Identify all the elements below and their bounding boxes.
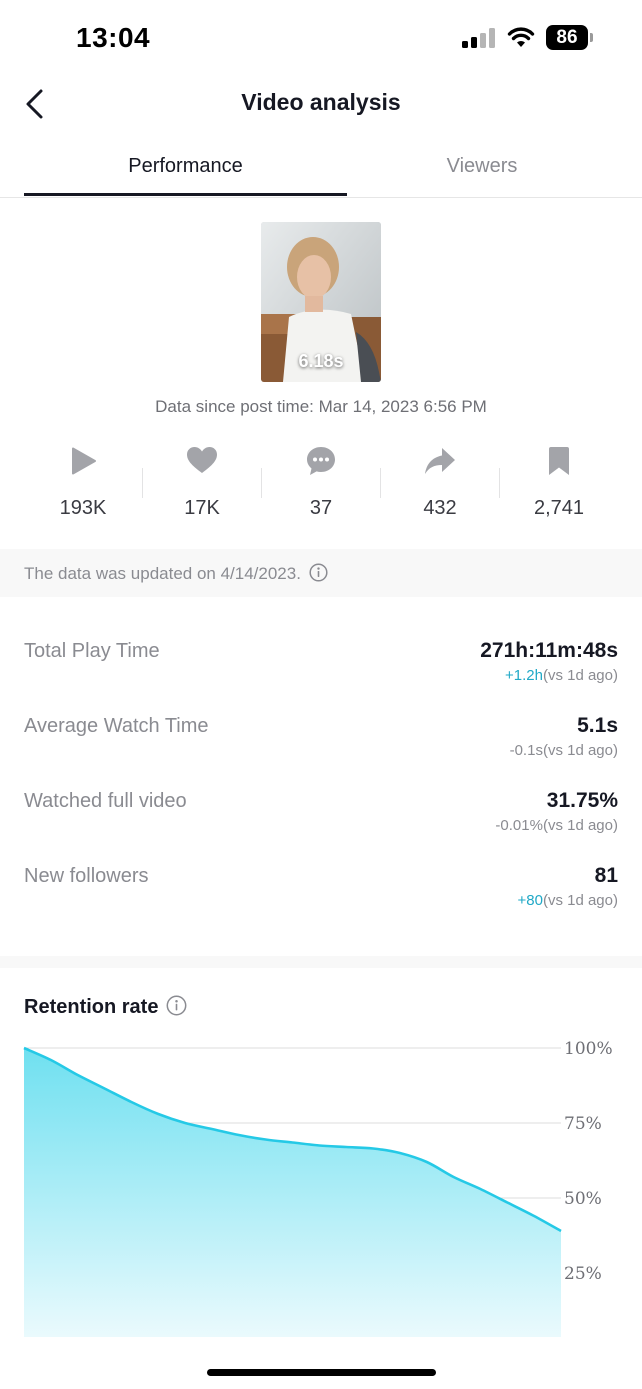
thumbnail-image (261, 222, 381, 382)
info-icon[interactable] (309, 563, 328, 582)
status-time: 13:04 (76, 22, 151, 53)
metric-value: 432 (423, 497, 457, 519)
comment-icon (307, 447, 335, 475)
battery-cap (590, 33, 593, 42)
battery-icon: 86 (546, 25, 594, 50)
engagement-metrics: 193K 17K 37 432 2,741 (24, 440, 618, 530)
play-icon (72, 447, 96, 475)
stat-delta: +1.2h(vs 1d ago) (505, 667, 618, 684)
video-thumbnail[interactable]: 6.18s (261, 222, 381, 382)
tab-viewers[interactable]: Viewers (446, 155, 518, 177)
video-duration: 6.18s (298, 351, 344, 371)
metric-views: 193K (24, 440, 142, 530)
delta-suffix: (vs 1d ago) (542, 742, 618, 759)
delta-suffix: (vs 1d ago) (542, 667, 618, 684)
stat-delta: -0.01%(vs 1d ago) (495, 817, 618, 834)
retention-area (24, 1048, 561, 1337)
metric-shares: 432 (381, 440, 499, 530)
stat-watched-full-video: Watched full video 31.75% -0.01%(vs 1d a… (24, 775, 618, 835)
delta-suffix: (vs 1d ago) (542, 817, 618, 834)
stat-value: 5.1s (577, 714, 618, 737)
info-icon[interactable] (166, 995, 187, 1016)
signal-icon (462, 28, 495, 48)
metric-divider (142, 468, 143, 498)
y-axis-ticks: 100% 75% 50% 25% (564, 1039, 613, 1284)
stat-label: Average Watch Time (24, 715, 209, 737)
status-bar: 13:04 86 (0, 0, 642, 78)
tab-bar: Performance Viewers (0, 140, 642, 198)
stat-label: Watched full video (24, 790, 187, 812)
y-tick-label: 75% (564, 1114, 602, 1134)
delta-value: +1.2h (504, 667, 543, 684)
stat-value: 271h:11m:48s (480, 639, 618, 662)
metric-divider (261, 468, 262, 498)
y-tick-label: 25% (564, 1264, 602, 1284)
metric-value: 17K (184, 497, 220, 519)
metric-comments: 37 (262, 440, 380, 530)
update-banner: The data was updated on 4/14/2023. (0, 549, 642, 597)
stat-label: Total Play Time (24, 640, 160, 662)
section-divider (0, 956, 642, 968)
back-button[interactable] (20, 84, 56, 124)
share-icon (425, 448, 455, 474)
home-indicator (207, 1369, 436, 1376)
tab-performance[interactable]: Performance (128, 155, 243, 177)
metric-value: 193K (59, 497, 107, 519)
active-tab-indicator (24, 193, 347, 196)
stat-value: 31.75% (546, 789, 618, 812)
retention-line (23, 1046, 562, 1233)
delta-value: +80 (517, 892, 543, 909)
y-tick-label: 50% (564, 1189, 602, 1209)
retention-title: Retention rate (24, 995, 187, 1019)
battery-level: 86 (546, 25, 588, 50)
stat-delta: +80(vs 1d ago) (518, 892, 619, 909)
delta-value: -0.1s (509, 742, 543, 759)
data-since-text: Data since post time: Mar 14, 2023 6:56 … (155, 397, 487, 416)
wifi-icon (507, 27, 535, 47)
stat-value: 81 (594, 864, 618, 887)
stat-label: New followers (24, 865, 149, 887)
stat-delta: -0.1s(vs 1d ago) (510, 742, 618, 759)
heart-icon (187, 447, 217, 473)
page-title: Video analysis (241, 89, 401, 115)
y-tick-label: 100% (564, 1039, 613, 1059)
stat-new-followers: New followers 81 +80(vs 1d ago) (24, 850, 618, 910)
bookmark-icon (549, 447, 569, 475)
delta-value: -0.01% (495, 817, 543, 834)
update-notice: The data was updated on 4/14/2023. (24, 563, 328, 584)
metric-divider (380, 468, 381, 498)
metric-value: 37 (309, 497, 333, 519)
metric-likes: 17K (143, 440, 261, 530)
stat-total-play-time: Total Play Time 271h:11m:48s +1.2h(vs 1d… (24, 625, 618, 685)
update-notice-text: The data was updated on 4/14/2023. (24, 564, 301, 583)
delta-suffix: (vs 1d ago) (542, 892, 618, 909)
metric-value: 2,741 (533, 497, 585, 519)
chevron-left-icon (26, 89, 43, 119)
metric-divider (499, 468, 500, 498)
retention-chart: 100% 75% 50% 25% (23, 1039, 613, 1337)
retention-title-text: Retention rate (24, 996, 159, 1018)
stat-average-watch-time: Average Watch Time 5.1s -0.1s(vs 1d ago) (24, 700, 618, 760)
metric-saves: 2,741 (500, 440, 618, 530)
